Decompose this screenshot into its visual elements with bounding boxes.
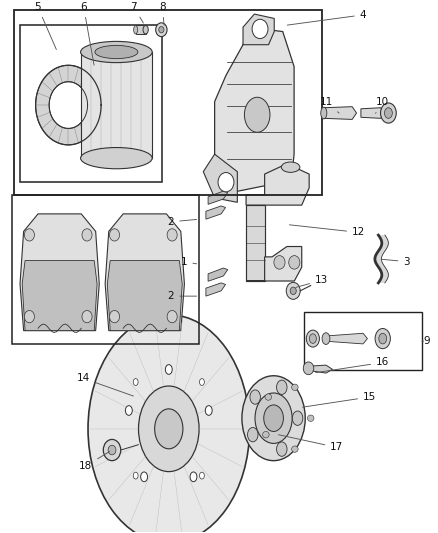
Ellipse shape [265, 394, 272, 400]
Circle shape [110, 229, 120, 241]
Polygon shape [203, 154, 237, 203]
Circle shape [167, 229, 177, 241]
Ellipse shape [276, 380, 287, 394]
Ellipse shape [307, 415, 314, 422]
Ellipse shape [143, 26, 148, 34]
Text: 10: 10 [375, 98, 389, 114]
Circle shape [108, 445, 116, 455]
Ellipse shape [381, 103, 396, 123]
Circle shape [155, 23, 167, 37]
Text: 17: 17 [279, 435, 343, 453]
Ellipse shape [250, 390, 261, 404]
Circle shape [103, 439, 121, 461]
Ellipse shape [138, 386, 199, 472]
Circle shape [159, 27, 164, 33]
Polygon shape [361, 108, 385, 118]
Ellipse shape [199, 472, 205, 479]
Ellipse shape [95, 45, 138, 59]
Circle shape [110, 311, 120, 323]
Ellipse shape [255, 393, 292, 443]
Text: 11: 11 [319, 98, 339, 113]
Ellipse shape [385, 108, 392, 118]
Ellipse shape [133, 378, 138, 385]
Text: 5: 5 [35, 2, 57, 50]
Polygon shape [208, 191, 228, 204]
Ellipse shape [88, 314, 250, 533]
Ellipse shape [264, 405, 283, 432]
Polygon shape [326, 333, 367, 344]
Circle shape [290, 287, 296, 295]
Text: 1: 1 [181, 257, 197, 266]
Polygon shape [308, 365, 332, 373]
Circle shape [252, 19, 268, 38]
Ellipse shape [134, 26, 138, 34]
Ellipse shape [247, 427, 258, 442]
Polygon shape [246, 205, 265, 281]
Polygon shape [35, 65, 101, 145]
Ellipse shape [155, 409, 183, 449]
Text: 14: 14 [77, 374, 134, 396]
Circle shape [286, 282, 300, 300]
Circle shape [82, 229, 92, 241]
Text: 15: 15 [303, 392, 376, 407]
Ellipse shape [292, 384, 298, 391]
Circle shape [25, 311, 35, 323]
Circle shape [25, 229, 35, 241]
Polygon shape [246, 247, 302, 281]
Text: 16: 16 [316, 358, 389, 373]
Ellipse shape [263, 432, 269, 438]
Ellipse shape [292, 446, 298, 453]
Polygon shape [246, 164, 309, 205]
Text: 18: 18 [79, 451, 110, 471]
Text: 2: 2 [168, 291, 197, 301]
Polygon shape [20, 214, 99, 330]
Text: 9: 9 [422, 336, 430, 346]
Ellipse shape [244, 97, 270, 132]
Ellipse shape [306, 330, 319, 347]
Ellipse shape [322, 333, 330, 344]
Ellipse shape [166, 365, 172, 374]
Polygon shape [243, 14, 274, 45]
Circle shape [82, 311, 92, 323]
Polygon shape [81, 52, 152, 158]
Text: 8: 8 [159, 2, 166, 26]
Ellipse shape [292, 411, 303, 425]
Polygon shape [136, 26, 146, 34]
Ellipse shape [133, 472, 138, 479]
Text: 12: 12 [290, 225, 365, 237]
Polygon shape [206, 206, 226, 219]
Ellipse shape [205, 406, 212, 415]
Circle shape [303, 362, 314, 375]
Ellipse shape [375, 328, 390, 349]
Polygon shape [215, 27, 294, 193]
Ellipse shape [309, 334, 316, 343]
Ellipse shape [125, 406, 132, 415]
Text: 7: 7 [131, 2, 143, 23]
Ellipse shape [281, 162, 300, 172]
Ellipse shape [81, 42, 152, 62]
Polygon shape [208, 268, 228, 281]
Ellipse shape [81, 148, 152, 169]
Text: 2: 2 [168, 217, 197, 227]
Text: 3: 3 [381, 257, 410, 266]
Ellipse shape [242, 376, 305, 461]
Ellipse shape [321, 107, 327, 119]
Polygon shape [206, 283, 226, 296]
Circle shape [218, 173, 234, 192]
Text: 6: 6 [80, 2, 94, 65]
Ellipse shape [190, 472, 197, 482]
Polygon shape [105, 214, 184, 330]
Ellipse shape [199, 378, 205, 385]
Ellipse shape [141, 472, 148, 482]
Circle shape [274, 256, 285, 269]
Circle shape [167, 311, 177, 323]
Text: 4: 4 [287, 10, 367, 25]
Text: 13: 13 [296, 275, 328, 287]
Polygon shape [324, 107, 357, 119]
Polygon shape [22, 261, 97, 330]
Ellipse shape [379, 333, 387, 344]
Ellipse shape [276, 442, 287, 456]
Circle shape [289, 256, 300, 269]
Polygon shape [107, 261, 182, 330]
